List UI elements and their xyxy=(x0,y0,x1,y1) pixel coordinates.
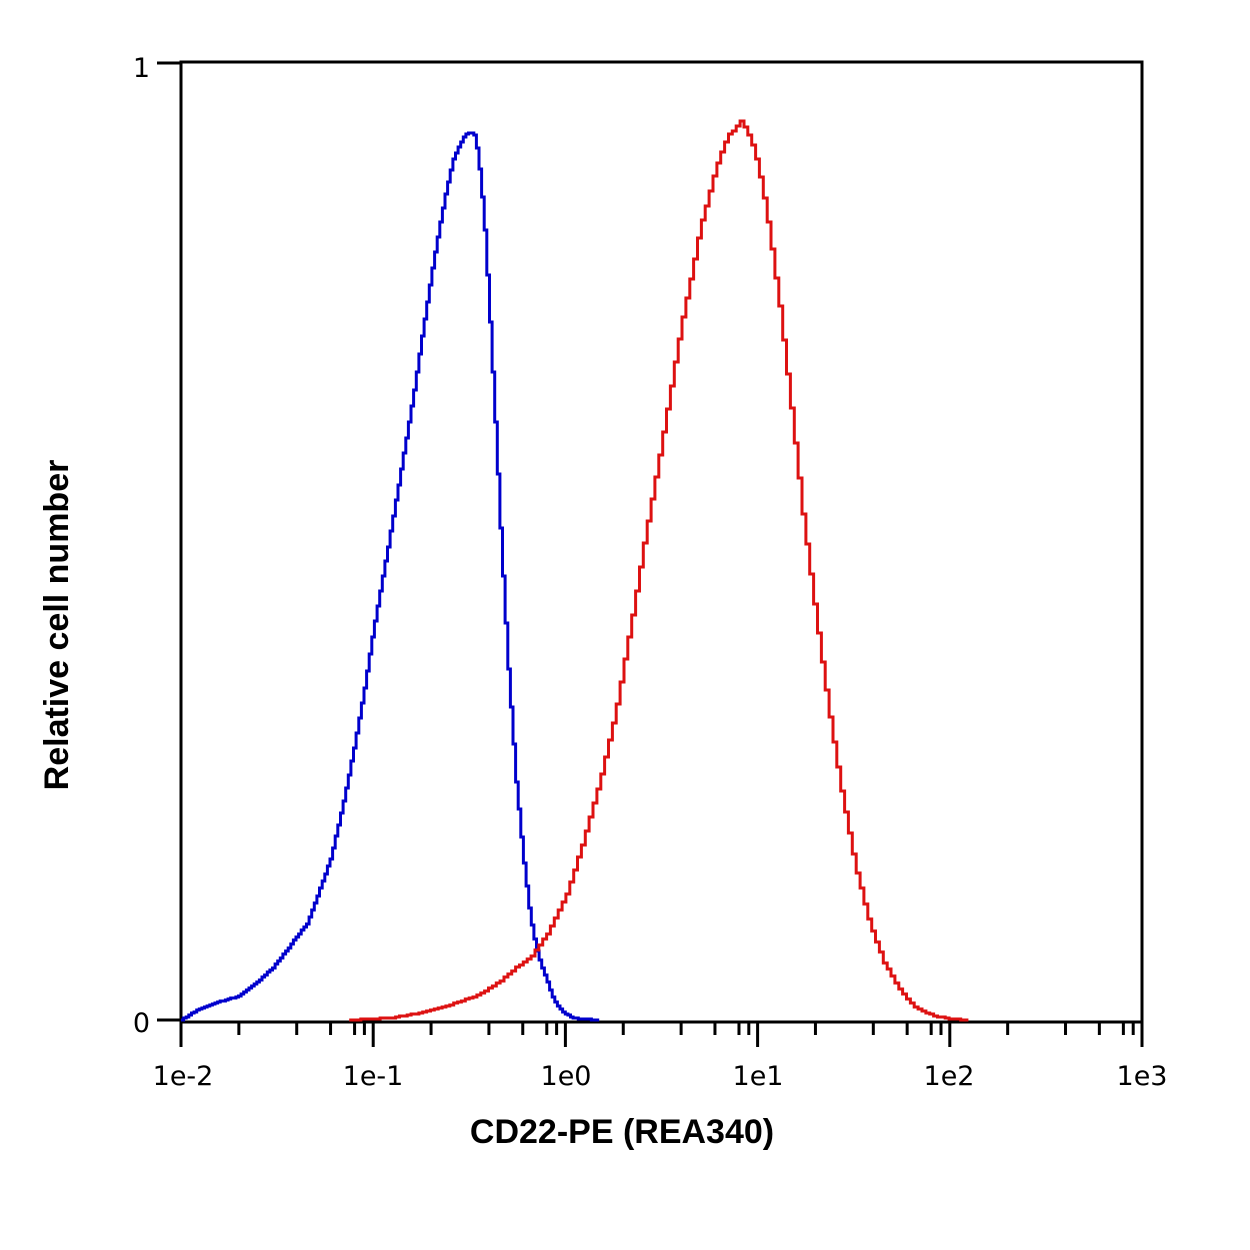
control-histogram-curve xyxy=(181,131,600,1022)
x-tick-label: 1e-1 xyxy=(343,1061,404,1092)
x-tick-label: 1e0 xyxy=(541,1061,592,1092)
x-tick-label: 1e3 xyxy=(1117,1061,1168,1092)
y-tick-label-bottom: 0 xyxy=(133,1008,150,1039)
x-axis-tick-labels: 1e-2 1e-1 1e0 1e1 1e2 1e3 xyxy=(153,1061,1168,1092)
x-axis-ticks xyxy=(179,1022,1144,1047)
x-tick-label: 1e2 xyxy=(924,1061,975,1092)
x-axis-title: CD22-PE (REA340) xyxy=(470,1113,774,1151)
x-tick-label: 1e-2 xyxy=(153,1061,214,1092)
plot-frame xyxy=(179,60,1144,1024)
stained-histogram-curve xyxy=(349,119,969,1022)
y-tick-label-top: 1 xyxy=(133,53,150,84)
x-tick-label: 1e1 xyxy=(733,1061,784,1092)
y-axis-title: Relative cell number xyxy=(38,460,76,791)
